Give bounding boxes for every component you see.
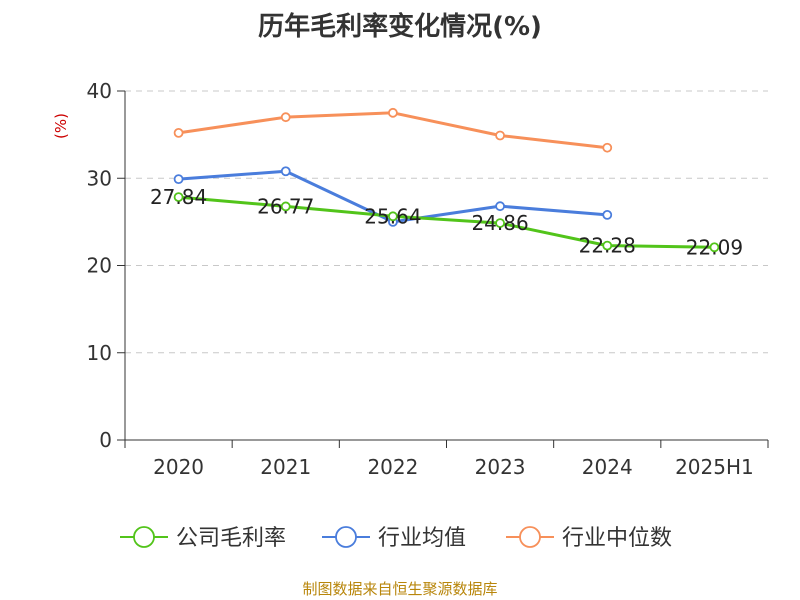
axes: 0 10 20 30 40 2020 2021 2022 2023 2024 2025H1 (%) [52,79,769,479]
data-source-note: 制图数据来自恒生聚源数据库 [302,580,498,598]
x-tick-label: 2020 [153,455,204,479]
x-tick-label: 2023 [475,455,526,479]
data-label: 27.84 [150,185,207,209]
y-tick-label: 10 [87,341,112,365]
data-point [280,201,291,212]
data-label: 22.09 [686,235,743,259]
legend-marker[interactable] [335,526,357,548]
data-point [495,201,505,212]
y-axis-label: (%) [52,113,70,139]
x-tick-label: 2025H1 [675,455,754,479]
x-tick-label: 2021 [260,455,311,479]
chart-title: 历年毛利率变化情况(%) [258,12,542,42]
legend-label[interactable]: 公司毛利率 [176,526,286,551]
data-point [173,174,184,185]
data-point [280,112,291,123]
grid-lines [125,90,768,354]
data-label: 22.28 [579,234,636,258]
data-label: 26.77 [257,194,314,218]
data-point [173,127,184,138]
data-point [602,142,613,153]
y-tick-label: 20 [87,254,112,278]
data-point [280,166,291,177]
data-point [173,192,184,202]
data-point [495,218,505,228]
data-point [388,107,398,118]
data-label: 25.64 [364,204,421,228]
y-tick-label: 30 [87,166,112,190]
y-tick-label: 40 [87,79,112,103]
x-tick-label: 2024 [582,455,633,479]
legend-label[interactable]: 行业均值 [378,526,466,551]
data-label: 24.86 [471,211,528,235]
data-point [388,211,398,222]
legend[interactable]: 公司毛利率 行业均值 行业中位数 [120,526,672,551]
data-labels: 27.84 26.77 25.64 24.86 22.28 22.09 [150,185,743,259]
legend-label[interactable]: 行业中位数 [562,526,672,551]
data-point [602,240,613,251]
x-tick-label: 2022 [367,455,418,479]
data-point [602,209,613,220]
series-line [178,195,715,249]
legend-marker[interactable] [519,526,541,548]
series-line [178,111,608,150]
legend-marker[interactable] [133,526,155,548]
y-tick-label: 0 [99,428,112,452]
data-point [709,242,720,253]
data-point [495,130,505,141]
series-lines [173,107,720,253]
